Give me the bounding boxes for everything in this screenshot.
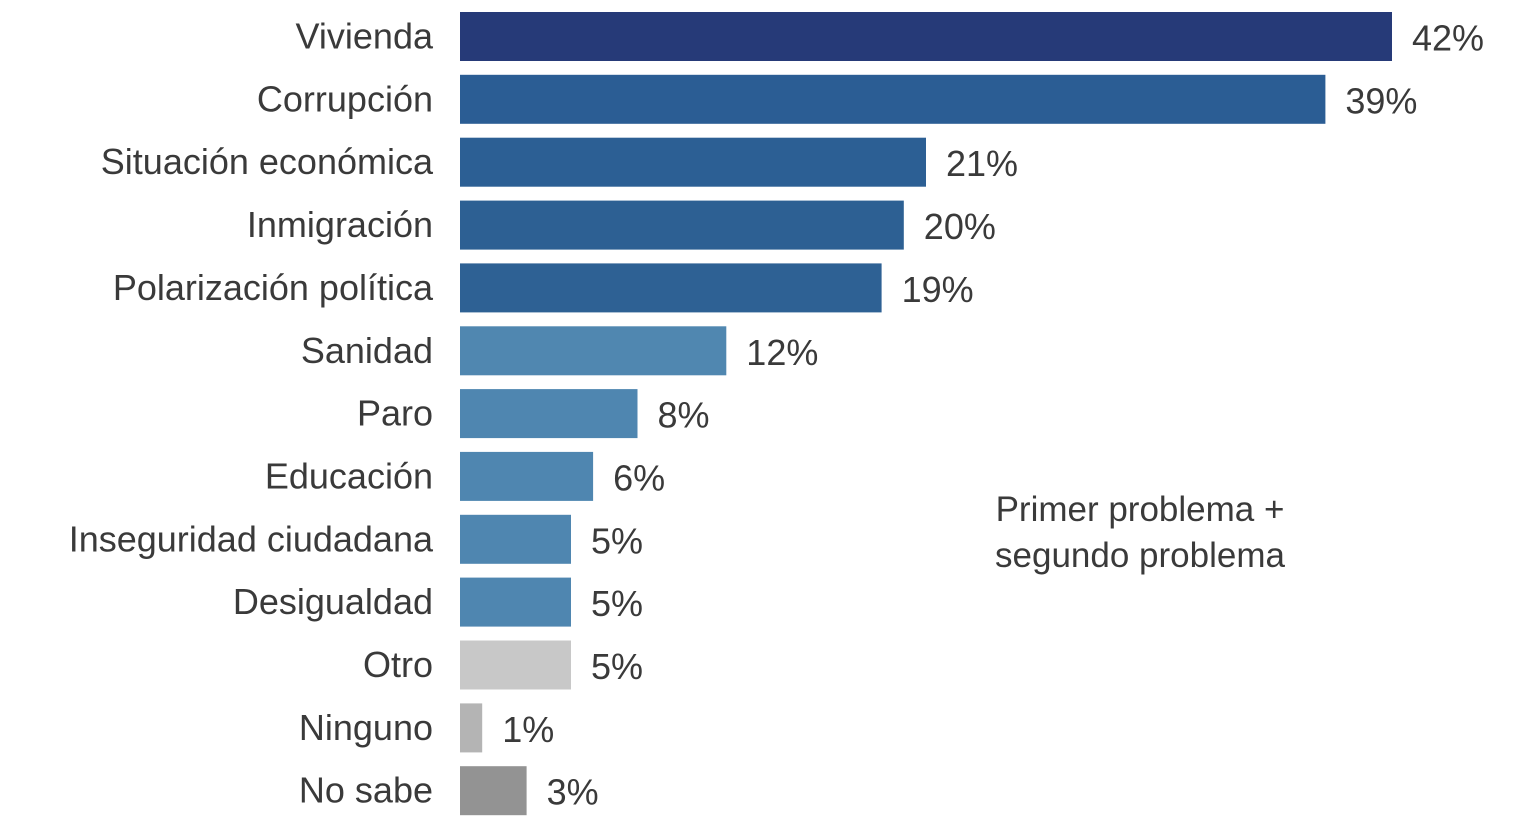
category-label-7: Educación <box>265 455 433 496</box>
value-label-12: 3% <box>547 772 599 813</box>
value-label-10: 5% <box>591 646 643 687</box>
value-label-7: 6% <box>613 457 665 498</box>
value-label-0: 42% <box>1412 18 1484 59</box>
value-label-2: 21% <box>946 143 1018 184</box>
bar-10 <box>460 640 571 690</box>
value-label-11: 1% <box>502 709 554 750</box>
category-label-2: Situación económica <box>101 141 434 182</box>
category-label-11: Ninguno <box>299 707 433 748</box>
category-label-6: Paro <box>357 393 433 434</box>
bar-1 <box>460 74 1326 124</box>
bar-3 <box>460 200 904 250</box>
bar-8 <box>460 514 571 564</box>
value-label-4: 19% <box>902 269 974 310</box>
bar-12 <box>460 766 527 816</box>
bars-group <box>460 12 1392 816</box>
category-label-10: Otro <box>363 644 433 685</box>
category-label-5: Sanidad <box>301 330 433 371</box>
value-label-5: 12% <box>746 332 818 373</box>
category-label-9: Desigualdad <box>233 581 433 622</box>
category-labels-group: Vivienda Corrupción Situación económica Inm… <box>69 16 434 811</box>
value-label-3: 20% <box>924 206 996 247</box>
bar-6 <box>460 389 638 439</box>
value-labels-group: 42% 39% 21% 20% 19% 12% 8% 6% 5% 5% 5% 1% 3% <box>502 18 1484 813</box>
annotation-line-2: segundo problema <box>995 536 1285 575</box>
category-label-4: Polarización política <box>113 267 434 308</box>
value-label-8: 5% <box>591 520 643 561</box>
bar-4 <box>460 263 882 313</box>
bar-11 <box>460 703 483 753</box>
category-label-0: Vivienda <box>296 16 434 57</box>
category-label-3: Inmigración <box>247 204 433 245</box>
category-label-12: No sabe <box>299 770 433 811</box>
value-label-1: 39% <box>1345 80 1417 121</box>
bar-2 <box>460 137 926 187</box>
bar-0 <box>460 12 1392 61</box>
bar-9 <box>460 577 571 627</box>
category-label-1: Corrupción <box>257 78 433 119</box>
annotation-line-1: Primer problema + <box>996 490 1285 529</box>
category-label-8: Inseguridad ciudadana <box>69 518 434 559</box>
bar-7 <box>460 451 594 501</box>
value-label-9: 5% <box>591 583 643 624</box>
value-label-6: 8% <box>658 395 710 436</box>
bar-5 <box>460 326 727 376</box>
